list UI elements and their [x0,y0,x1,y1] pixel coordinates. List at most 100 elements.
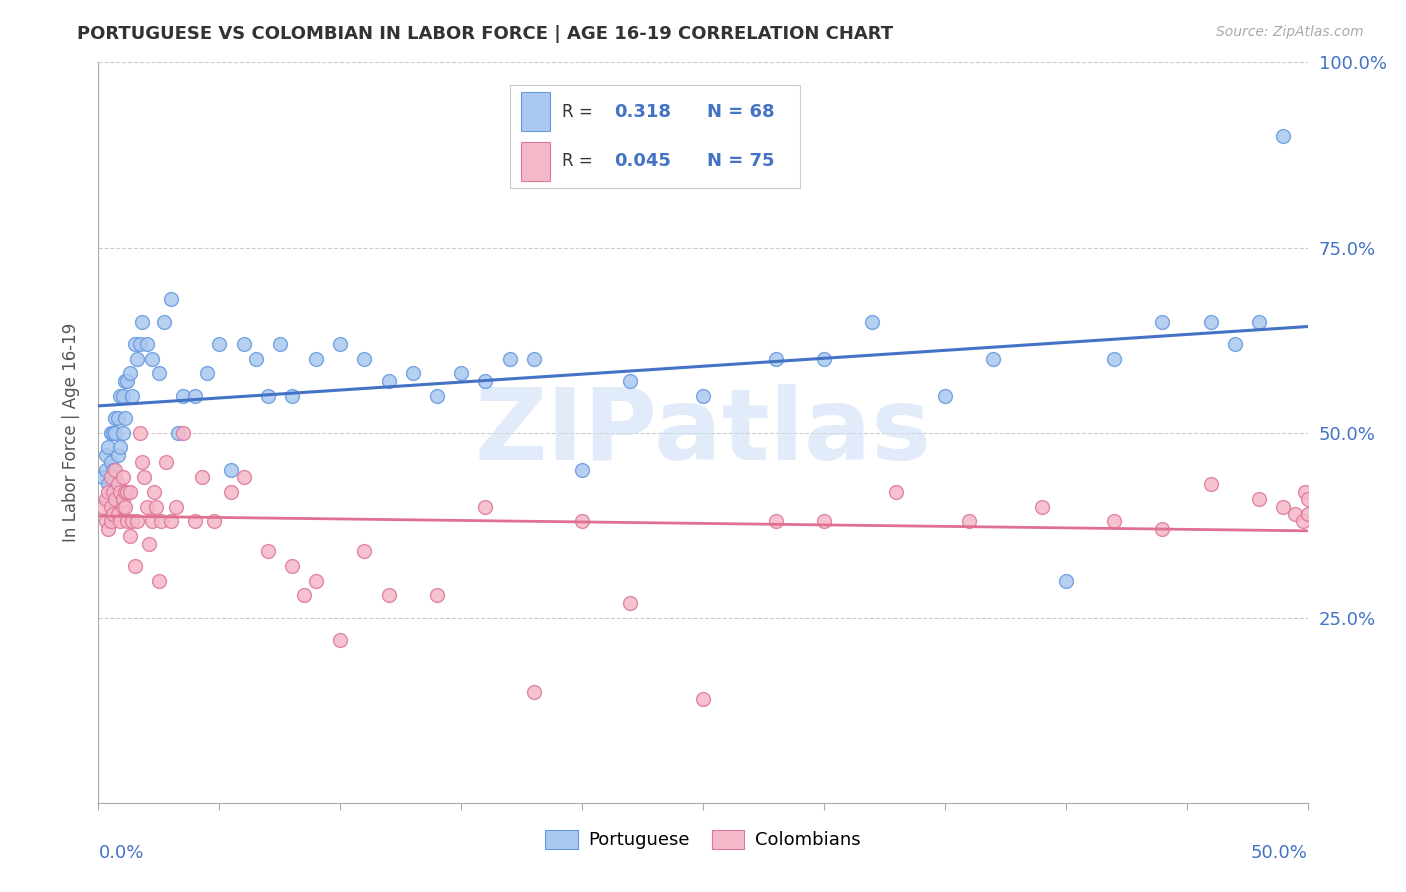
Point [523,685,546,699]
Point [1199,477,1222,491]
Point [426,589,449,603]
Point [101,507,124,521]
Point [100,425,122,440]
Point [184,515,207,529]
Point [377,374,399,388]
Point [692,692,714,706]
Point [104,410,127,425]
Point [172,425,194,440]
Point [94,492,117,507]
Point [104,425,127,440]
Point [135,336,157,351]
Point [256,388,278,402]
Point [160,293,183,307]
Point [100,515,122,529]
Point [127,351,149,366]
Point [498,351,520,366]
Point [1296,492,1319,507]
Point [114,374,136,388]
Point [124,558,146,573]
Point [221,484,243,499]
Point [100,470,122,484]
Point [208,336,231,351]
Text: 0.0%: 0.0% [98,844,143,862]
Point [94,462,117,476]
Point [94,448,117,462]
Point [160,515,183,529]
Point [221,462,243,476]
Point [108,441,131,455]
Point [1292,515,1315,529]
Point [111,500,134,514]
Point [765,351,787,366]
Point [138,536,160,550]
Point [111,425,134,440]
Point [1284,507,1306,521]
Legend: Portuguese, Colombians: Portuguese, Colombians [538,823,868,856]
Point [94,515,117,529]
Point [111,388,134,402]
Point [245,351,267,366]
Point [131,314,153,328]
Point [269,336,291,351]
Point [114,500,136,514]
Point [165,500,187,514]
Point [256,544,278,558]
Point [353,351,375,366]
Point [191,470,214,484]
Point [860,314,883,328]
Point [131,455,153,469]
Text: ZIPatlas: ZIPatlas [475,384,931,481]
Point [148,367,170,381]
Point [474,374,496,388]
Point [523,351,546,366]
Point [474,500,496,514]
Point [101,484,124,499]
Point [232,470,254,484]
Point [1294,484,1316,499]
Point [108,484,131,499]
Point [232,336,254,351]
Point [1249,492,1271,507]
Point [104,462,127,476]
Point [141,515,163,529]
Point [104,470,127,484]
Point [114,410,136,425]
Point [117,515,139,529]
Point [121,515,143,529]
Point [124,336,146,351]
Point [619,374,641,388]
Point [1296,507,1319,521]
Point [107,410,129,425]
Point [91,470,114,484]
Point [292,589,315,603]
Point [108,515,131,529]
Point [377,589,399,603]
Point [108,388,131,402]
Point [184,388,207,402]
Point [692,388,714,402]
Point [100,500,122,514]
Point [1223,336,1246,351]
Point [1249,314,1271,328]
Point [127,515,149,529]
Point [1031,500,1053,514]
Point [128,425,150,440]
Point [281,388,304,402]
Point [402,367,425,381]
Point [934,388,956,402]
Point [143,484,166,499]
Point [1102,351,1125,366]
Point [329,336,352,351]
Text: PORTUGUESE VS COLOMBIAN IN LABOR FORCE | AGE 16-19 CORRELATION CHART: PORTUGUESE VS COLOMBIAN IN LABOR FORCE |… [77,25,893,43]
Point [1054,574,1077,588]
Y-axis label: In Labor Force | Age 16-19: In Labor Force | Age 16-19 [62,323,80,542]
Point [167,425,190,440]
Point [155,455,177,469]
Point [118,367,141,381]
Point [114,484,136,499]
Point [107,477,129,491]
Point [145,500,167,514]
Point [886,484,908,499]
Point [1152,522,1174,536]
